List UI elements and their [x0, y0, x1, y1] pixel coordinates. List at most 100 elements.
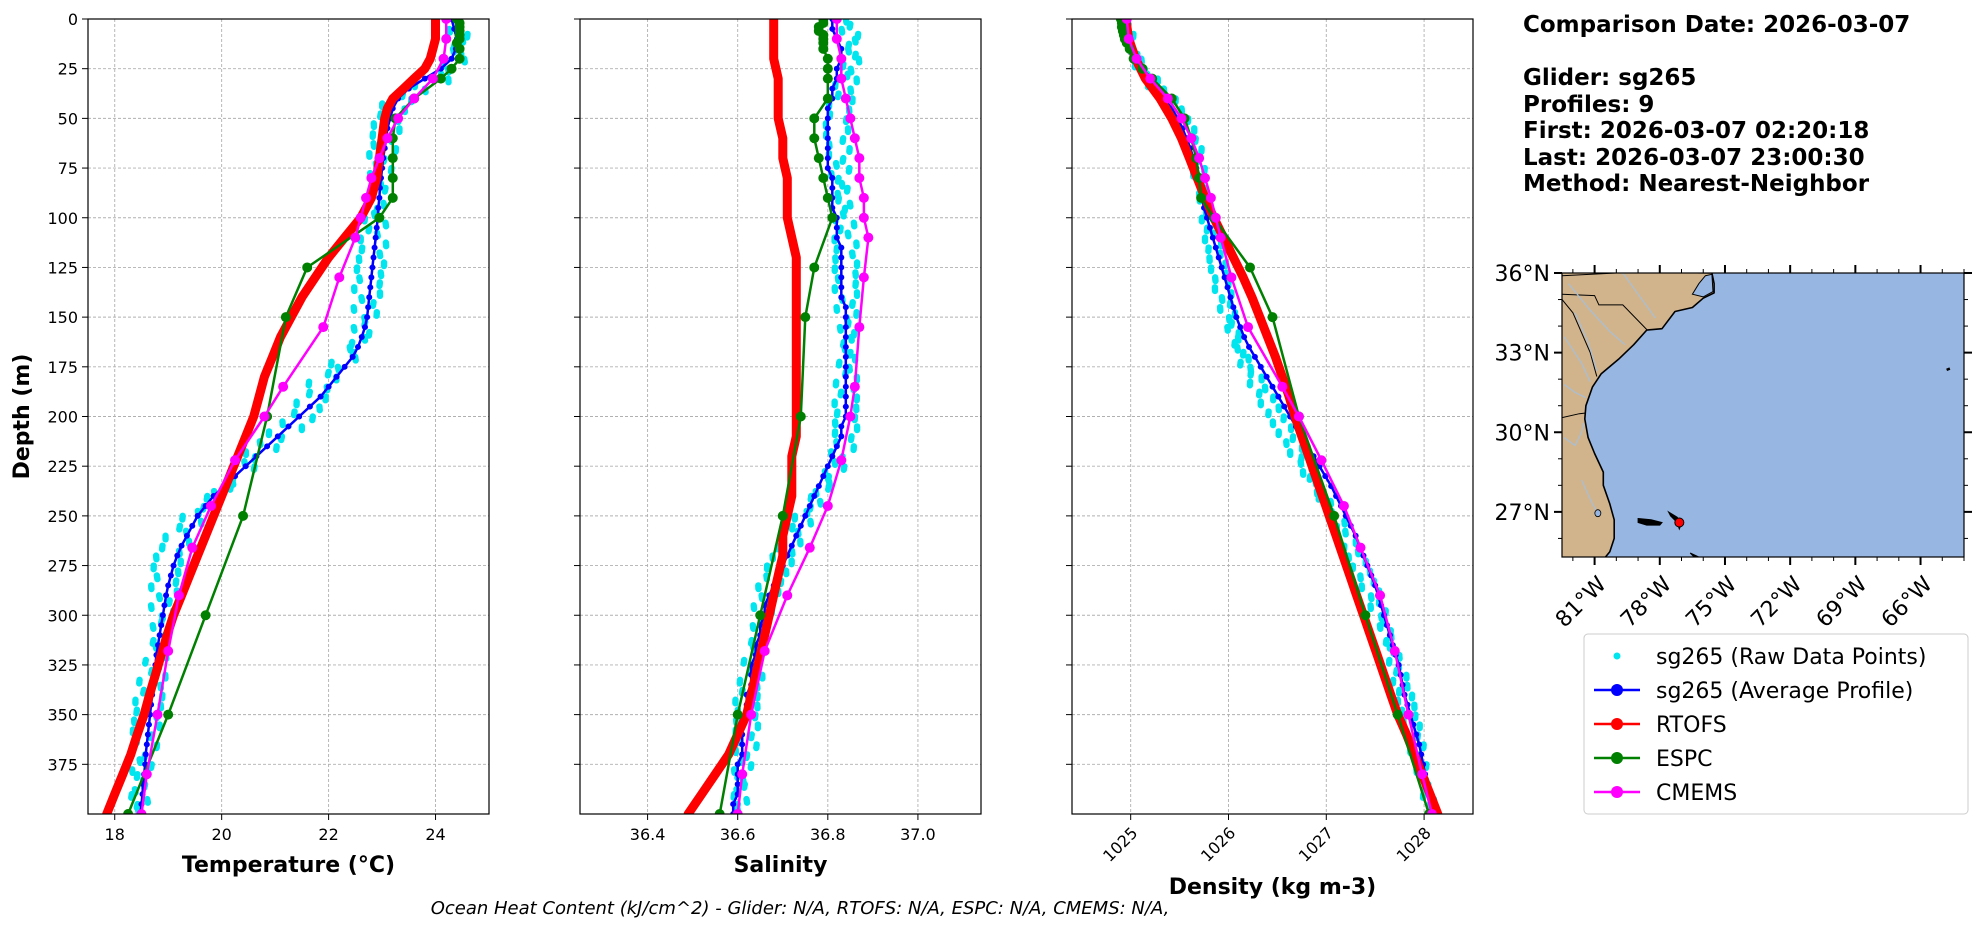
- raw-data-point: [376, 292, 384, 300]
- series-point-glider: [325, 383, 332, 390]
- series-point-glider: [802, 512, 809, 519]
- series-point-glider: [842, 324, 849, 331]
- raw-data-point: [1358, 585, 1366, 593]
- series-point-glider: [829, 85, 836, 92]
- series-point-rtofs: [219, 493, 225, 499]
- raw-data-point: [176, 526, 183, 533]
- series-point-rtofs: [112, 791, 118, 797]
- raw-data-point: [1377, 625, 1384, 632]
- series-point-glider: [1227, 294, 1234, 301]
- raw-data-point: [845, 168, 853, 175]
- series-point-cmems: [858, 272, 869, 283]
- series-point-glider: [1215, 254, 1222, 261]
- raw-data-point: [382, 242, 390, 250]
- series-point-cmems: [1403, 709, 1414, 720]
- raw-data-point: [1283, 441, 1290, 449]
- series-point-glider: [829, 453, 836, 460]
- series-point-glider: [842, 314, 849, 321]
- series-point-glider: [734, 781, 741, 788]
- series-point-rtofs: [256, 394, 262, 400]
- raw-data-point: [356, 277, 364, 285]
- series-point-rtofs: [299, 294, 305, 300]
- series-point-glider: [183, 532, 190, 539]
- raw-data-point: [837, 392, 844, 399]
- series-point-glider: [1241, 334, 1248, 340]
- series-point-cmems: [355, 212, 366, 223]
- raw-data-point: [293, 401, 300, 409]
- series-point-cmems: [1355, 542, 1366, 553]
- series-point-rtofs: [152, 672, 158, 678]
- raw-data-point: [324, 372, 332, 379]
- ohc-footer: Ocean Heat Content (kJ/cm^2) - Glider: N…: [430, 898, 1170, 919]
- x-axis-label: Salinity: [734, 853, 828, 878]
- raw-data-point: [1224, 327, 1231, 334]
- raw-data-point: [732, 700, 739, 707]
- series-point-glider: [1218, 264, 1225, 271]
- raw-data-point: [848, 337, 855, 344]
- raw-data-point: [1205, 247, 1212, 255]
- series-point-rtofs: [433, 26, 439, 32]
- raw-data-point: [158, 546, 166, 553]
- x-tick-label: 36.8: [810, 825, 846, 844]
- raw-data-point: [852, 39, 859, 46]
- raw-data-point: [1246, 382, 1254, 389]
- series-point-cmems: [858, 212, 869, 223]
- raw-data-point: [382, 223, 390, 230]
- series-point-glider: [824, 105, 831, 112]
- raw-data-point: [1270, 397, 1277, 404]
- raw-data-point: [156, 595, 164, 603]
- series-point-glider: [734, 761, 741, 768]
- legend-marker: [1611, 718, 1623, 730]
- series-point-glider: [842, 343, 849, 350]
- series-point-espc: [822, 93, 833, 104]
- plot-area: [1115, 19, 1443, 814]
- series-point-rtofs: [712, 771, 718, 777]
- profile-panels: 0 25 50 75 100 125 150 175 200 225 250 275 300 325 350…: [10, 10, 1474, 900]
- comparison-date: Comparison Date: 2026-03-07: [1523, 12, 1911, 38]
- series-point-rtofs: [120, 771, 126, 777]
- map-x-tick-label: 69°W: [1812, 572, 1873, 633]
- series-point-espc: [827, 212, 838, 223]
- series-point-glider: [1269, 383, 1276, 390]
- raw-data-point: [755, 585, 762, 593]
- series-point-espc: [777, 510, 788, 521]
- legend-entry-glider: sg265 (Average Profile): [1594, 679, 1913, 704]
- raw-data-point: [849, 302, 856, 309]
- series-point-cmems: [152, 709, 163, 720]
- raw-data-point: [853, 312, 860, 319]
- series-point-espc: [1360, 610, 1371, 621]
- series-point-rtofs: [789, 235, 795, 241]
- y-tick-label: 225: [47, 457, 78, 476]
- raw-data-point: [846, 24, 853, 31]
- raw-data-point: [177, 560, 184, 568]
- series-point-glider: [159, 612, 166, 619]
- y-tick-label: 325: [47, 656, 78, 675]
- series-point-cmems: [1375, 590, 1386, 601]
- river: [1563, 384, 1587, 399]
- raw-data-point: [373, 312, 380, 319]
- series-point-rtofs: [1157, 96, 1163, 101]
- series-point-espc: [1267, 312, 1278, 323]
- series-point-rtofs: [780, 155, 786, 161]
- y-tick-label: 25: [58, 60, 78, 79]
- raw-data-point: [309, 416, 316, 424]
- series-point-glider: [365, 304, 372, 311]
- raw-data-point: [1287, 451, 1294, 459]
- first-time: First: 2026-03-07 02:20:18: [1523, 118, 1870, 144]
- series-point-glider: [739, 751, 746, 758]
- series-point-rtofs: [158, 652, 164, 658]
- raw-data-point: [1416, 724, 1423, 732]
- raw-data-point: [1275, 431, 1282, 439]
- raw-data-point: [242, 451, 250, 459]
- raw-data-point: [1289, 436, 1296, 444]
- series-point-cmems: [187, 542, 198, 553]
- series-point-cmems: [1215, 232, 1226, 243]
- raw-data-point: [376, 252, 384, 260]
- series-point-rtofs: [1340, 553, 1346, 559]
- series-point-glider: [797, 522, 804, 529]
- raw-data-point: [356, 257, 363, 265]
- legend: sg265 (Raw Data Points) sg265 (Average Pr…: [1583, 633, 1969, 815]
- series-point-rtofs: [427, 56, 433, 62]
- series-point-cmems: [782, 590, 793, 601]
- series-point-glider: [824, 165, 831, 172]
